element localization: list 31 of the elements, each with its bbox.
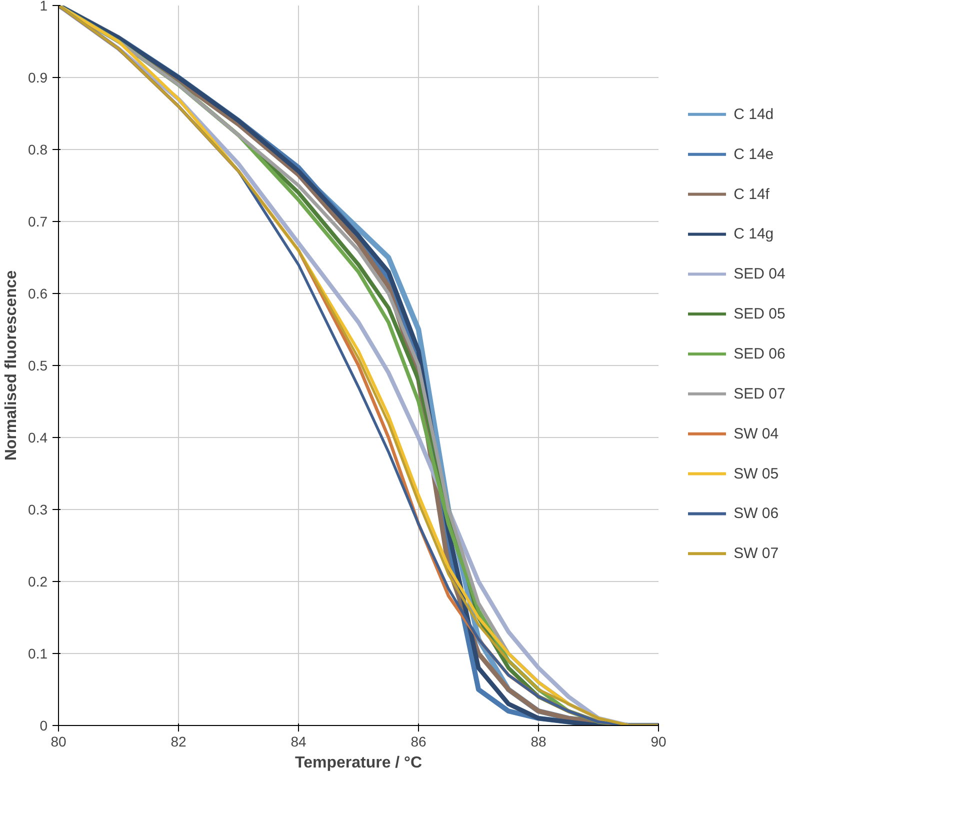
legend-label: SED 06 — [734, 345, 786, 362]
legend-label: SW 06 — [734, 505, 779, 522]
x-tick-label: 84 — [290, 734, 306, 750]
y-tick-label: 0.4 — [28, 430, 48, 446]
legend-label: C 14d — [734, 106, 774, 123]
y-tick-label: 0.3 — [28, 502, 48, 518]
y-tick-label: 0.1 — [28, 646, 48, 662]
y-tick-label: 0.8 — [28, 142, 48, 158]
y-tick-label: 1 — [40, 0, 48, 14]
y-tick-label: 0 — [40, 718, 48, 734]
y-axis-title: Normalised fluorescence — [3, 270, 20, 461]
legend-label: SW 04 — [734, 425, 779, 442]
y-tick-label: 0.2 — [28, 574, 48, 590]
y-tick-label: 0.7 — [28, 214, 48, 230]
legend-label: C 14e — [734, 146, 774, 163]
y-tick-label: 0.9 — [28, 70, 48, 86]
legend-label: SED 04 — [734, 266, 786, 283]
x-axis-title: Temperature / °C — [294, 754, 422, 772]
y-tick-label: 0.6 — [28, 286, 48, 302]
legend-label: SW 05 — [734, 465, 779, 482]
x-tick-label: 82 — [170, 734, 186, 750]
x-tick-label: 80 — [50, 734, 66, 750]
legend-label: SW 07 — [734, 545, 779, 562]
x-tick-label: 90 — [650, 734, 666, 750]
legend-label: C 14f — [734, 186, 770, 203]
legend-label: SED 07 — [734, 385, 786, 402]
x-tick-label: 88 — [530, 734, 546, 750]
legend-label: C 14g — [734, 226, 774, 243]
legend-label: SED 05 — [734, 306, 786, 323]
y-tick-label: 0.5 — [28, 358, 48, 374]
x-tick-label: 86 — [410, 734, 426, 750]
